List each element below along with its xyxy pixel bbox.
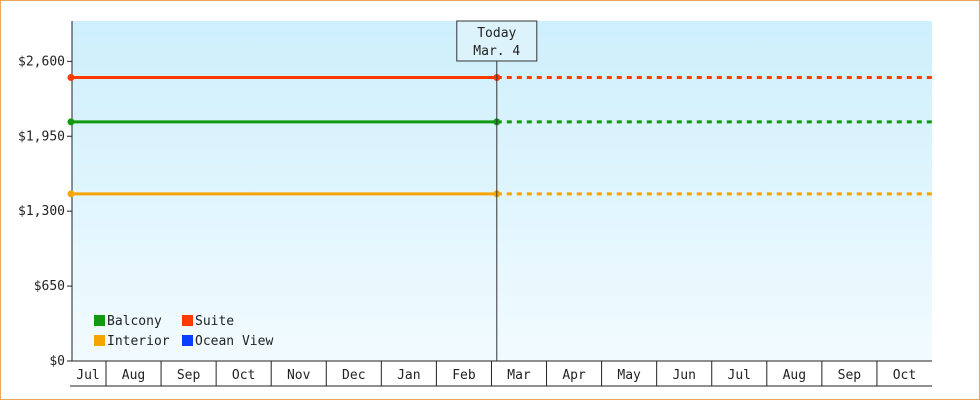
- x-tick-label: Mar: [507, 368, 531, 383]
- x-axis: Jul Aug Sep Oct Nov Dec Jan Feb Mar Apr May Jun Jul A…: [70, 360, 932, 387]
- legend-item: Suite: [182, 314, 234, 329]
- data-point: [67, 73, 75, 81]
- x-tick-label: Aug: [122, 368, 145, 383]
- y-tick-label: $2,600: [18, 54, 65, 69]
- series-layer: [67, 73, 932, 198]
- x-tick-label: Sep: [177, 368, 201, 383]
- y-tick-label: $1,300: [18, 204, 65, 219]
- today-label: Today: [477, 26, 516, 41]
- legend: Balcony Suite Interior Ocean View: [94, 314, 273, 349]
- plot-area: [72, 21, 932, 361]
- x-tick-label: Jun: [672, 368, 695, 383]
- data-point: [67, 190, 75, 198]
- legend-item: Interior: [94, 334, 170, 349]
- legend-swatch: [182, 335, 193, 346]
- x-tick-label: Oct: [893, 368, 916, 383]
- x-tick-label: Aug: [783, 368, 806, 383]
- series-suite: [67, 73, 932, 81]
- legend-swatch: [94, 315, 105, 326]
- data-point: [67, 118, 75, 126]
- x-tick-label: Apr: [562, 368, 586, 383]
- x-tick-label: Oct: [232, 368, 255, 383]
- y-tick-label: $0: [49, 354, 65, 369]
- today-label-box: [456, 20, 538, 62]
- x-tick-label: Sep: [838, 368, 862, 383]
- x-tick-label: Jul: [76, 368, 99, 383]
- today-marker: Today Mar. 4: [456, 20, 538, 361]
- legend-item: Balcony: [94, 314, 162, 329]
- x-tick-label: Nov: [287, 368, 311, 383]
- legend-label: Ocean View: [195, 334, 273, 349]
- x-tick-label: Feb: [452, 368, 476, 383]
- x-tick-label: Jul: [728, 368, 751, 383]
- y-axis: $0 $650 $1,300 $1,950 $2,600: [18, 21, 73, 369]
- legend-item: Ocean View: [182, 334, 273, 349]
- x-tick-label: May: [617, 368, 641, 383]
- legend-label: Interior: [107, 334, 170, 349]
- y-tick-label: $650: [34, 279, 65, 294]
- today-date-label: Mar. 4: [473, 44, 520, 59]
- legend-swatch: [94, 335, 105, 346]
- legend-label: Balcony: [107, 314, 162, 329]
- legend-swatch: [182, 315, 193, 326]
- legend-label: Suite: [195, 314, 234, 329]
- x-tick-label: Dec: [342, 368, 365, 383]
- y-tick-label: $1,950: [18, 129, 65, 144]
- x-tick-label: Jan: [397, 368, 420, 383]
